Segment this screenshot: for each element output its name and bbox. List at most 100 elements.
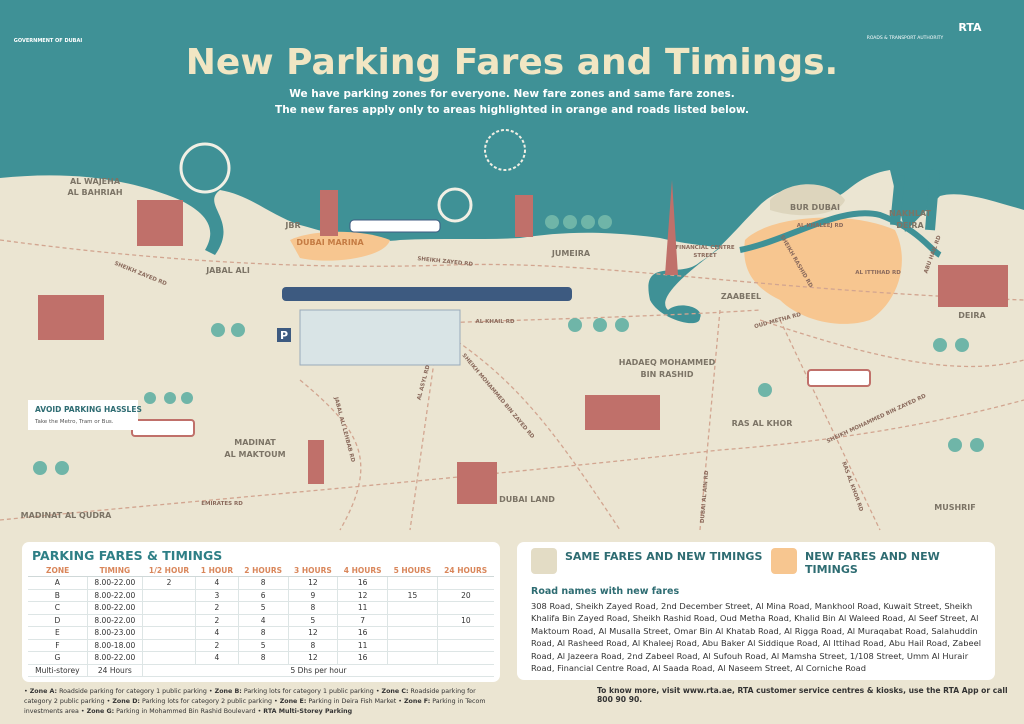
fare-cell: 8.00-18.00: [86, 639, 143, 652]
fare-cell: 8: [287, 601, 338, 615]
note-zone: Zone F:: [403, 698, 431, 705]
fare-cell: [387, 614, 438, 627]
fare-cell: [387, 576, 438, 590]
fare-cell: 24 Hours: [86, 664, 143, 677]
same-zone-bur-dubai: [770, 184, 845, 216]
building: [457, 462, 497, 504]
road-label: DUBAI AL AIN RD: [700, 470, 711, 523]
fare-cell: 8.00-23.00: [86, 626, 143, 640]
fare-cell: 12: [287, 651, 338, 665]
area-label: AL MAKTOUM: [224, 450, 285, 459]
fare-cell: [436, 601, 494, 615]
building: [938, 265, 1008, 307]
fares-table: ZONE TIMING 1/2 HOUR 1 HOUR 2 HOURS 3 HOURS 4 …: [28, 565, 494, 677]
fare-cell: [436, 626, 494, 640]
fare-cell: 8.00-22.00: [86, 614, 143, 627]
column-header: 2 HOURS: [238, 565, 289, 577]
fare-cell: [387, 639, 438, 652]
fare-cell: A: [28, 576, 88, 590]
fare-row: E 8.00-23.00 4 8 12 16: [28, 626, 494, 640]
fare-cell: [141, 639, 196, 652]
bus: [131, 419, 195, 437]
fare-row: Multi-storey 24 Hours 5 Dhs per hour: [28, 664, 494, 677]
fare-cell: 8.00-22.00: [86, 601, 143, 615]
building: [137, 200, 183, 246]
gov-logo: GOVERNMENT OF DUBAI: [14, 38, 83, 44]
fare-cell: 12: [287, 626, 338, 640]
trees: [33, 215, 984, 475]
note-zone: Zone D:: [112, 698, 140, 705]
fare-cell: [141, 626, 196, 640]
area-label: DEIRA: [896, 221, 924, 230]
fare-cell: [387, 626, 438, 640]
note-text: Parking lots for category 1 public parki…: [243, 688, 374, 695]
fare-cell: 16: [337, 626, 388, 640]
creek: [739, 210, 942, 258]
note-zone: Zone B:: [214, 688, 242, 695]
fare-cell: 8: [237, 626, 289, 640]
legend-panel: SAME FARES AND NEW TIMINGS NEW FARES AND…: [517, 542, 995, 680]
palm-jumeira: [437, 187, 473, 223]
parking-sign: P: [280, 329, 288, 342]
fare-cell: D: [28, 614, 88, 627]
note-zone: RTA Multi-Storey Parking: [263, 708, 353, 715]
building: [38, 295, 104, 340]
area-label: AL WAJEHA: [70, 177, 121, 186]
fare-cell: 8.00-22.00: [86, 651, 143, 665]
fare-cell: 7: [337, 614, 388, 627]
road-label: SHEIKH ZAYED RD: [417, 256, 474, 268]
title: New Parking Fares and Timings.: [186, 42, 838, 83]
note: • Zone D: Parking lots for category 2 pu…: [106, 698, 272, 705]
fare-cell: 16: [337, 651, 388, 665]
fare-cell: 16: [337, 576, 388, 590]
fare-row: C 8.00-22.00 2 5 8 11: [28, 601, 494, 615]
metro-train: [282, 287, 572, 301]
fare-cell: [141, 601, 196, 615]
rta-name: ROADS & TRANSPORT AUTHORITY: [867, 35, 944, 41]
road-label: AL KHAIL RD: [475, 319, 514, 325]
callout-text: Take the Metro, Tram or Bus.: [34, 419, 114, 425]
fare-cell: [436, 651, 494, 665]
note-text: Parking in Deira Fish Market: [308, 698, 397, 705]
building: [320, 190, 338, 236]
area-label: ZAABEEL: [721, 292, 761, 301]
note: • Zone G: Parking in Mohammed Bin Rashid…: [80, 708, 256, 715]
fare-cell: 8: [237, 576, 289, 590]
fare-cell: C: [28, 601, 88, 615]
note: • Zone E: Parking in Deira Fish Market: [273, 698, 397, 705]
column-header: 4 HOURS: [337, 565, 388, 577]
fare-cell: 4: [195, 651, 239, 665]
fare-cell: [436, 576, 494, 590]
world-islands: [484, 129, 526, 171]
area-label: MADINAT AL QUDRA: [21, 511, 112, 520]
area-label: JUMEIRA: [551, 249, 591, 258]
column-header: 1/2 HOUR: [142, 565, 196, 577]
column-header: TIMING: [87, 565, 143, 577]
area-label: STREET: [693, 253, 716, 259]
fare-row: D 8.00-22.00 2 4 5 7 10: [28, 614, 494, 627]
fare-cell: 5: [287, 614, 338, 627]
note-text: Parking lots for category 2 public parki…: [141, 698, 272, 705]
fare-cell: 4: [195, 576, 239, 590]
fare-cell: 2: [195, 601, 239, 615]
area-label: BIN RASHID: [641, 370, 694, 379]
fare-cell: [141, 651, 196, 665]
fare-cell: 11: [337, 639, 388, 652]
area-label: AL BAHRIAH: [67, 188, 122, 197]
rta-logo: RTA: [958, 21, 982, 34]
fares-panel: PARKING FARES & TIMINGS ZONE TIMING 1/2 HO…: [22, 542, 500, 682]
road-label: AL ITTIHAD RD: [855, 270, 901, 276]
legend-swatch: [771, 548, 797, 574]
note: • Zone C: Roadside parking for category …: [24, 688, 476, 705]
fare-cell: 4: [195, 626, 239, 640]
fare-cell: E: [28, 626, 88, 640]
fare-cell: 5: [237, 601, 289, 615]
area-label: BUR DUBAI: [790, 203, 840, 212]
fare-cell: 5 Dhs per hour: [141, 664, 494, 677]
note-zone: Zone C:: [381, 688, 409, 695]
footer: To know more, visit www.rta.ae, RTA cust…: [597, 686, 1008, 704]
fare-cell: 12: [337, 589, 388, 602]
nakhlat-island: [890, 169, 940, 231]
column-header: 5 HOURS: [387, 565, 438, 577]
